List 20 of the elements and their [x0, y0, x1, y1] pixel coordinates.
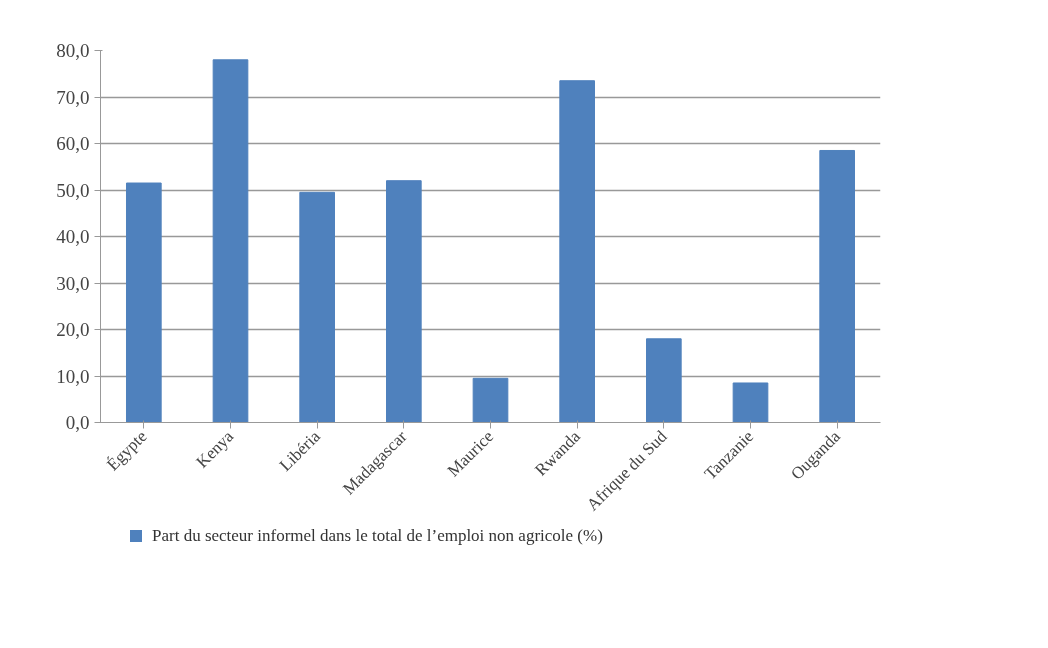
y-tick-label: 30,0: [56, 272, 90, 294]
legend-item: Part du secteur informel dans le total de l’emploi non agricole (%): [130, 524, 603, 549]
y-tick-label: 70,0: [56, 86, 90, 108]
y-tick-label: 20,0: [56, 319, 90, 340]
y-tick-label: 40,0: [56, 226, 90, 247]
bar: [299, 191, 335, 423]
bar: [732, 382, 769, 423]
bar: [646, 338, 682, 423]
y-tick-label: 10,0: [56, 365, 90, 387]
y-tick-label: 80,0: [56, 40, 90, 61]
legend-label: Part du secteur informel dans le total de l’emploi non agricole (%): [152, 525, 603, 547]
bar: [472, 377, 509, 423]
bar: [212, 59, 249, 423]
y-tick-label: 0,0: [65, 412, 90, 433]
bar: [126, 182, 162, 423]
y-tick-label: 60,0: [56, 133, 90, 154]
y-tick-label: 50,0: [56, 179, 90, 201]
bar: [386, 180, 422, 423]
bar: [559, 80, 595, 423]
bar: [819, 149, 855, 423]
